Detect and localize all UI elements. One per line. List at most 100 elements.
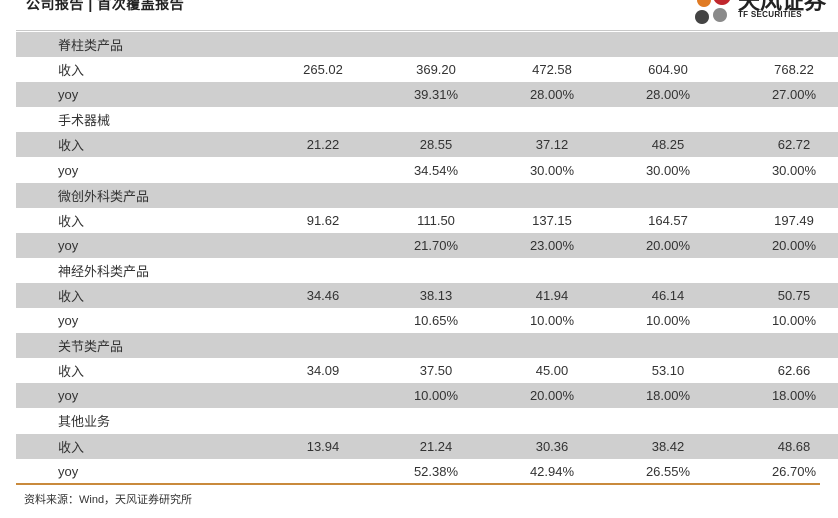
table-cell: 13.94 (268, 433, 378, 459)
table-cell: 10.65% (413, 313, 459, 329)
table-cell: 197.49 (774, 212, 814, 228)
table-cell (494, 258, 610, 283)
table-cell: 604.90 (648, 62, 688, 78)
table-row: yoy 52.38% 42.94% 26.55% 26.70% (16, 459, 838, 484)
table-cell (268, 258, 378, 283)
table-cell (268, 383, 378, 409)
table-cell: 30.00% (771, 162, 817, 178)
table-cell (268, 308, 378, 333)
table-cell (378, 408, 494, 433)
row-label: 关节类产品 (16, 333, 268, 359)
table-cell: 41.94 (494, 282, 610, 309)
table-row: 神经外科类产品 (16, 258, 838, 283)
report-header: 公司报告 | 首次覆盖报告 天风证券 TF SECURITIES (0, 0, 838, 28)
source-note: 资料来源：Wind，天风证券研究所 (24, 494, 193, 506)
table-cell: 21.70% (378, 232, 494, 258)
table-row: 收入 265.02 369.20 472.58 604.90 768.22 (16, 57, 838, 82)
table-cell: 20.00% (610, 232, 726, 258)
table-cell: 10.00% (378, 383, 494, 409)
table-cell: 21.22 (268, 132, 378, 158)
table-cell (610, 107, 726, 132)
table-row: yoy 10.65% 10.00% 10.00% 10.00% (16, 308, 838, 333)
table-cell (268, 157, 378, 182)
table-cell: 52.38% (413, 463, 459, 479)
row-label: 收入 (16, 282, 268, 309)
table-cell (610, 182, 726, 208)
row-label: 神经外科类产品 (58, 263, 150, 279)
table-cell: 30.36 (494, 433, 610, 459)
table-cell: 768.22 (774, 62, 814, 78)
table-cell (726, 333, 838, 359)
table-cell: 91.62 (306, 212, 340, 228)
table-cell: 34.54% (413, 162, 459, 178)
table-cell (726, 258, 838, 283)
table-cell: 26.55% (645, 463, 691, 479)
table-row: 收入 91.62 111.50 137.15 164.57 197.49 (16, 208, 838, 233)
table-cell: 164.57 (648, 212, 688, 228)
table-cell: 48.25 (610, 132, 726, 158)
table-cell (268, 232, 378, 258)
table-cell: 42.94% (529, 463, 575, 479)
row-label: 收入 (58, 213, 85, 229)
table-cell (494, 107, 610, 132)
table-cell: 46.14 (610, 282, 726, 309)
table-cell (268, 107, 378, 132)
row-label: yoy (58, 313, 79, 329)
table-row: 收入 34.46 38.13 41.94 46.14 50.75 (16, 282, 838, 309)
table-cell (268, 408, 378, 433)
table-cell: 20.00% (726, 232, 838, 258)
row-label: yoy (58, 463, 79, 479)
table-cell (610, 408, 726, 433)
table-cell (726, 408, 838, 433)
logo-dot-dark (695, 10, 709, 24)
table-cell: 10.00% (771, 313, 817, 329)
table-cell (378, 107, 494, 132)
table-cell (726, 182, 838, 208)
row-label: 脊柱类产品 (16, 32, 268, 58)
table-cell: 30.00% (529, 162, 575, 178)
table-cell: 34.46 (268, 282, 378, 309)
row-label: yoy (16, 383, 268, 409)
table-row: 脊柱类产品 (16, 32, 838, 58)
bottom-divider (16, 483, 820, 485)
tf-securities-logo: 天风证券 TF SECURITIES (692, 0, 832, 26)
table-cell (268, 182, 378, 208)
table-cell: 28.55 (378, 132, 494, 158)
table-row: yoy 34.54% 30.00% 30.00% 30.00% (16, 157, 838, 182)
table-cell (494, 32, 610, 58)
row-label: 收入 (58, 63, 85, 79)
table-cell: 23.00% (494, 232, 610, 258)
row-label: yoy (16, 232, 268, 258)
table-cell: 39.31% (378, 82, 494, 108)
row-label: 收入 (16, 132, 268, 158)
table-cell: 37.12 (494, 132, 610, 158)
table-cell: 37.50 (419, 363, 453, 379)
table-cell: 369.20 (416, 62, 456, 78)
table-row: 关节类产品 (16, 333, 838, 359)
table-row: yoy 10.00% 20.00% 18.00% 18.00% (16, 383, 838, 409)
table-row: 微创外科类产品 (16, 182, 838, 208)
table-row: 手术器械 (16, 107, 838, 132)
table-cell: 137.15 (532, 212, 572, 228)
logo-cn-text: 天风证券 (738, 0, 827, 14)
table-cell: 26.70% (771, 463, 817, 479)
table-cell: 28.00% (494, 82, 610, 108)
logo-mark-icon (695, 0, 731, 24)
table-row: yoy 39.31% 28.00% 28.00% 27.00% (16, 82, 838, 108)
row-label: 其他业务 (58, 414, 111, 430)
table-cell: 53.10 (651, 363, 685, 379)
row-label: yoy (16, 82, 268, 108)
table-cell: 34.09 (306, 363, 340, 379)
table-cell (610, 258, 726, 283)
row-label: yoy (58, 162, 79, 178)
table-cell: 265.02 (303, 62, 343, 78)
table-cell: 472.58 (532, 62, 572, 78)
table-cell: 10.00% (529, 313, 575, 329)
table-cell (378, 258, 494, 283)
table-cell: 20.00% (494, 383, 610, 409)
table-cell (268, 333, 378, 359)
table-cell: 30.00% (645, 162, 691, 178)
row-label: 收入 (16, 433, 268, 459)
table-cell: 38.13 (378, 282, 494, 309)
table-cell: 62.66 (777, 363, 811, 379)
